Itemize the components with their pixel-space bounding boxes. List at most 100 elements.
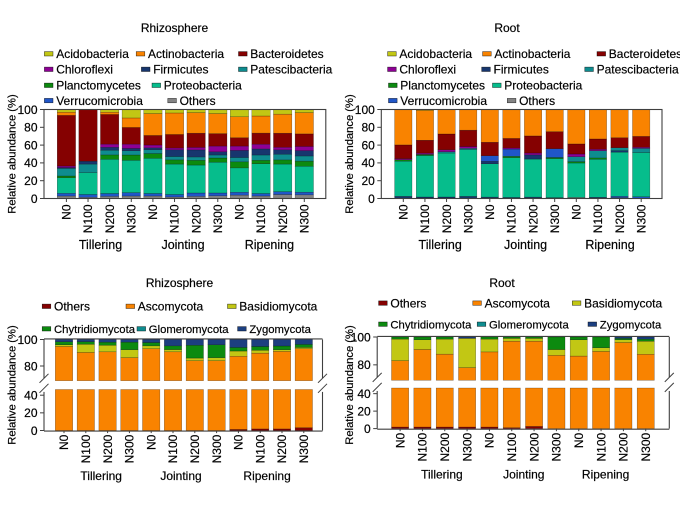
svg-text:40: 40 [24, 156, 38, 170]
svg-text:Proteobacteria: Proteobacteria [504, 79, 582, 93]
svg-text:40: 40 [24, 389, 38, 403]
svg-text:N200: N200 [101, 434, 115, 463]
svg-text:N0: N0 [60, 204, 74, 220]
svg-text:N300: N300 [210, 434, 224, 463]
svg-text:Acidobacteria: Acidobacteria [56, 47, 129, 61]
svg-text:N0: N0 [233, 204, 247, 220]
svg-text:0: 0 [368, 192, 375, 206]
svg-text:60: 60 [24, 138, 38, 152]
svg-text:40: 40 [361, 156, 375, 170]
svg-text:N0: N0 [570, 204, 584, 220]
svg-text:Ripening: Ripening [582, 468, 629, 482]
svg-text:N200: N200 [189, 204, 203, 233]
svg-text:N100: N100 [591, 204, 605, 233]
svg-text:N0: N0 [483, 432, 497, 448]
svg-text:Bacteroidetes: Bacteroidetes [609, 47, 680, 61]
svg-text:N200: N200 [275, 434, 289, 463]
svg-text:Tillering: Tillering [421, 468, 463, 482]
svg-text:0: 0 [31, 192, 38, 206]
svg-text:Root: Root [489, 276, 515, 290]
svg-text:80: 80 [361, 121, 375, 135]
svg-text:0: 0 [364, 422, 371, 436]
svg-text:Jointing: Jointing [160, 469, 201, 483]
svg-text:Others: Others [519, 94, 555, 108]
svg-text:Rhizosphere: Rhizosphere [146, 276, 214, 290]
svg-text:N100: N100 [594, 432, 608, 461]
svg-text:N200: N200 [440, 204, 454, 233]
svg-text:20: 20 [357, 404, 371, 418]
svg-text:N0: N0 [232, 434, 246, 450]
svg-text:Others: Others [180, 94, 216, 108]
svg-text:Planctomycetes: Planctomycetes [56, 79, 141, 93]
svg-text:N0: N0 [483, 204, 497, 220]
svg-text:N300: N300 [639, 432, 653, 461]
svg-text:Relative abundance (%): Relative abundance (%) [7, 94, 19, 214]
svg-text:20: 20 [24, 174, 38, 188]
svg-text:N100: N100 [79, 434, 93, 463]
svg-text:Relative abundance (%): Relative abundance (%) [344, 325, 356, 445]
svg-text:Actinobacteria: Actinobacteria [148, 47, 224, 61]
svg-text:Others: Others [390, 296, 426, 310]
svg-text:60: 60 [361, 138, 375, 152]
svg-text:N200: N200 [103, 204, 117, 233]
svg-text:Jointing: Jointing [503, 468, 544, 482]
svg-text:Relative abundance (%): Relative abundance (%) [344, 94, 356, 214]
svg-text:N300: N300 [124, 204, 138, 233]
svg-text:20: 20 [361, 174, 375, 188]
svg-text:N100: N100 [81, 204, 95, 233]
svg-text:N0: N0 [572, 432, 586, 448]
svg-text:N0: N0 [144, 434, 158, 450]
svg-text:N300: N300 [297, 434, 311, 463]
svg-text:Patescibacteria: Patescibacteria [597, 63, 679, 77]
svg-text:N300: N300 [548, 204, 562, 233]
svg-text:N200: N200 [613, 204, 627, 233]
svg-text:N200: N200 [276, 204, 290, 233]
svg-text:100: 100 [17, 333, 37, 347]
svg-text:100: 100 [355, 103, 375, 117]
svg-text:Ripening: Ripening [585, 238, 634, 252]
svg-text:N300: N300 [211, 204, 225, 233]
svg-text:N200: N200 [188, 434, 202, 463]
svg-text:Ripening: Ripening [245, 238, 294, 252]
svg-text:Planctomycetes: Planctomycetes [400, 79, 485, 93]
svg-text:Chloroflexi: Chloroflexi [56, 63, 113, 77]
svg-text:Rhizosphere: Rhizosphere [141, 21, 209, 35]
svg-text:100: 100 [351, 330, 371, 344]
svg-text:Glomeromycota: Glomeromycota [149, 324, 229, 336]
svg-text:N200: N200 [438, 432, 452, 461]
svg-text:Zygomycota: Zygomycota [600, 320, 662, 332]
svg-text:N100: N100 [505, 432, 519, 461]
svg-text:100: 100 [17, 103, 37, 117]
svg-text:N100: N100 [166, 434, 180, 463]
svg-text:N100: N100 [416, 432, 430, 461]
svg-text:Basidiomycota: Basidiomycota [239, 300, 317, 314]
svg-text:N100: N100 [418, 204, 432, 233]
svg-text:Chytridiomycota: Chytridiomycota [390, 320, 472, 332]
svg-text:Firmicutes: Firmicutes [153, 63, 208, 77]
svg-text:Glomeromycota: Glomeromycota [489, 320, 569, 332]
svg-text:Tillering: Tillering [80, 469, 122, 483]
svg-text:N100: N100 [505, 204, 519, 233]
svg-text:Chytridiomycota: Chytridiomycota [54, 324, 136, 336]
svg-text:Verrucomicrobia: Verrucomicrobia [56, 94, 143, 108]
svg-text:Verrucomicrobia: Verrucomicrobia [400, 94, 487, 108]
svg-text:40: 40 [357, 387, 371, 401]
svg-text:Firmicutes: Firmicutes [494, 63, 549, 77]
svg-text:N0: N0 [393, 432, 407, 448]
svg-text:N100: N100 [254, 204, 268, 233]
svg-text:N300: N300 [550, 432, 564, 461]
svg-text:Actinobacteria: Actinobacteria [494, 47, 570, 61]
svg-text:N0: N0 [397, 204, 411, 220]
svg-text:N100: N100 [253, 434, 267, 463]
svg-text:Basidiomycota: Basidiomycota [584, 296, 662, 310]
svg-text:Ascomycota: Ascomycota [485, 296, 551, 310]
svg-text:Tillering: Tillering [419, 238, 462, 252]
svg-text:Proteobacteria: Proteobacteria [164, 79, 242, 93]
svg-text:80: 80 [24, 121, 38, 135]
svg-text:Others: Others [54, 300, 90, 314]
svg-text:N300: N300 [297, 204, 311, 233]
svg-text:0: 0 [31, 424, 38, 438]
svg-text:Jointing: Jointing [161, 238, 204, 252]
svg-text:N0: N0 [57, 434, 71, 450]
svg-text:N300: N300 [461, 204, 475, 233]
